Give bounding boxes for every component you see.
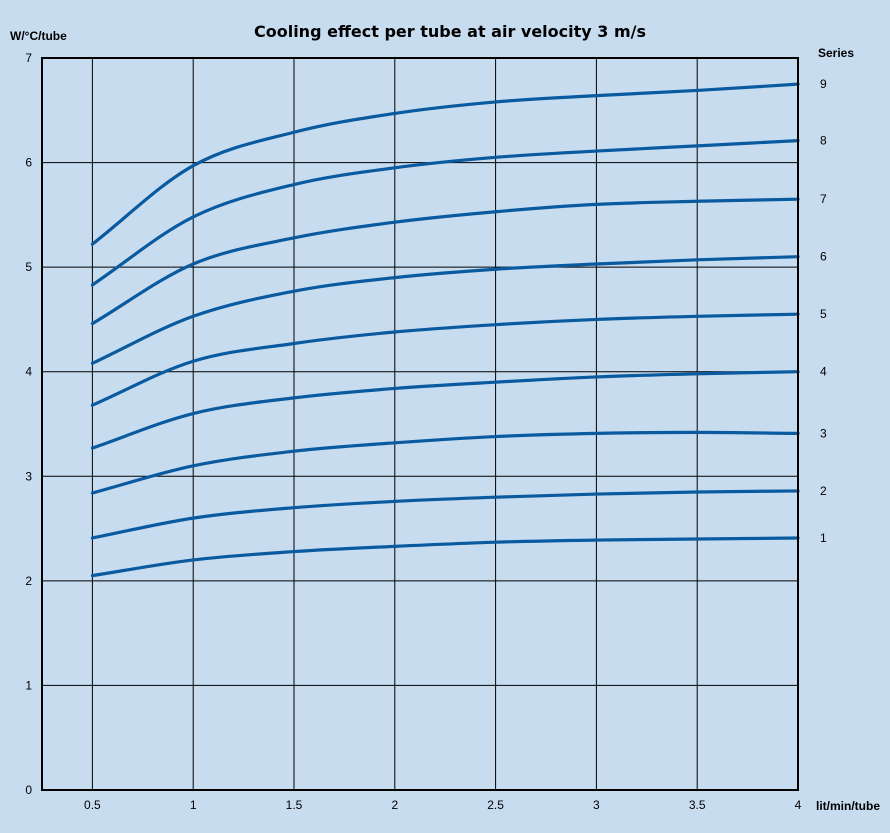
series-line-4 [90,370,800,450]
series-label-7: 7 [820,192,827,206]
x-tick-label: 0.5 [84,798,101,812]
series-lines [90,82,800,578]
y-tick-label: 2 [25,574,32,588]
x-tick-label: 4 [795,798,802,812]
y-tick-label: 7 [25,51,32,65]
y-axis-label: W/°C/tube [10,29,67,43]
x-tick-label: 3.5 [689,798,706,812]
series-label-2: 2 [820,484,827,498]
series-line-1 [90,536,800,578]
series-line-7 [90,197,800,326]
x-tick-label: 2 [391,798,398,812]
series-label-9: 9 [820,77,827,91]
x-tick-label: 2.5 [487,798,504,812]
series-label-6: 6 [820,250,827,264]
x-tick-label: 3 [593,798,600,812]
x-tick-label: 1.5 [286,798,303,812]
series-line-8 [90,139,800,287]
series-label-1: 1 [820,531,827,545]
series-label-5: 5 [820,307,827,321]
y-tick-label: 1 [25,678,32,692]
series-line-5 [90,312,800,407]
series-line-2 [90,489,800,540]
series-line-9 [90,82,800,246]
tick-labels: 0.5 1 1.5 2 2.5 3 3.5 4 0 1 2 3 4 5 6 7 [25,51,801,812]
chart-title: Cooling effect per tube at air velocity … [254,22,646,41]
x-axis-label: lit/min/tube [816,799,880,813]
series-line-3 [90,430,800,495]
y-tick-label: 6 [25,156,32,170]
series-label-3: 3 [820,426,827,440]
plot-frame [41,57,799,791]
y-tick-label: 3 [25,469,32,483]
legend-title: Series [818,46,854,60]
series-label-4: 4 [820,365,827,379]
x-tick-label: 1 [190,798,197,812]
y-tick-label: 0 [25,783,32,797]
series-line-6 [90,255,800,365]
series-label-8: 8 [820,134,827,148]
y-tick-label: 5 [25,260,32,274]
series-labels: 1 2 3 4 5 6 7 8 9 [820,77,827,545]
y-tick-label: 4 [25,365,32,379]
